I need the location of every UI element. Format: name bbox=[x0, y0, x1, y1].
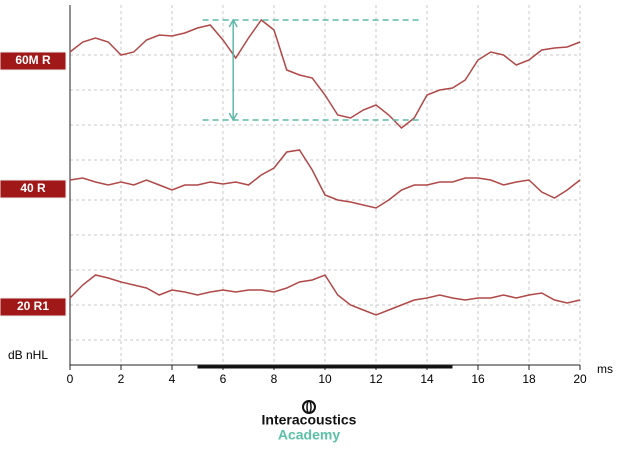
x-tick-label: 16 bbox=[471, 372, 485, 386]
waveform bbox=[69, 149, 581, 209]
x-axis-label: ms bbox=[597, 362, 613, 376]
arrow-head bbox=[228, 18, 238, 122]
trace-label: 40 R bbox=[20, 181, 46, 195]
x-tick-label: 6 bbox=[220, 372, 227, 386]
x-tick-label: 20 bbox=[573, 372, 587, 386]
x-tick-label: 0 bbox=[67, 372, 74, 386]
x-tick-label: 10 bbox=[318, 372, 332, 386]
logo-brand: Interacoustics bbox=[262, 412, 357, 428]
trace-label-box bbox=[0, 51, 67, 71]
trace-label: 20 R1 bbox=[17, 299, 49, 313]
waveform bbox=[69, 18, 581, 130]
waveform bbox=[69, 274, 581, 316]
x-tick-label: 4 bbox=[169, 372, 176, 386]
trace-label-box bbox=[0, 179, 67, 199]
x-tick-label: 18 bbox=[522, 372, 536, 386]
x-tick-label: 8 bbox=[271, 372, 278, 386]
trace-label: 60M R bbox=[15, 53, 51, 67]
logo-icon bbox=[302, 400, 316, 414]
y-axis-label: dB nHL bbox=[8, 348, 48, 362]
logo-sub: Academy bbox=[278, 427, 340, 443]
x-tick-label: 2 bbox=[118, 372, 125, 386]
x-tick-label: 14 bbox=[420, 372, 434, 386]
x-tick-label: 12 bbox=[369, 372, 383, 386]
trace-label-box bbox=[0, 297, 67, 317]
